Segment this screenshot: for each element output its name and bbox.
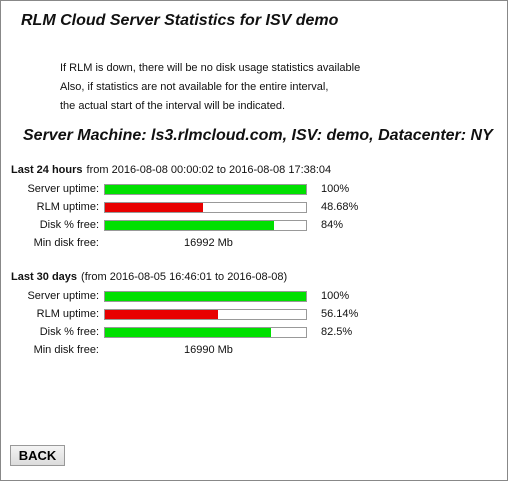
- value-label: 84%: [321, 219, 344, 231]
- row-label: Server uptime:: [27, 183, 99, 195]
- value-label: 56.14%: [321, 308, 359, 320]
- bar-fill: [105, 221, 274, 230]
- back-button[interactable]: BACK: [10, 445, 65, 466]
- row-label: RLM uptime:: [36, 201, 99, 213]
- min-disk-value: 16990 Mb: [184, 344, 233, 356]
- bar-track: [104, 291, 307, 302]
- value-label: 100%: [321, 290, 350, 302]
- period-heading: Last 30 days (from 2016-08-05 16:46:01 to…: [11, 271, 287, 283]
- bar-track: [104, 184, 307, 195]
- period-title: Last 24 hours: [11, 164, 83, 176]
- row-label: RLM uptime:: [36, 308, 99, 320]
- period-heading: Last 24 hours from 2016-08-08 00:00:02 to…: [11, 164, 331, 176]
- min-disk-label: Min disk free:: [33, 237, 99, 249]
- period-range: (from 2016-08-05 16:46:01 to 2016-08-08): [81, 271, 288, 283]
- min-disk-label: Min disk free:: [33, 344, 99, 356]
- title: RLM Cloud Server Statistics for ISV demo: [21, 12, 339, 29]
- server-heading: Server Machine: ls3.rlmcloud.com, ISV: d…: [23, 127, 493, 144]
- min-disk-value: 16992 Mb: [184, 237, 233, 249]
- bar-fill: [105, 292, 306, 301]
- note: Also, if statistics are not available fo…: [60, 81, 329, 93]
- bar-track: [104, 202, 307, 213]
- note: the actual start of the interval will be…: [60, 100, 286, 112]
- bar-fill: [105, 203, 203, 212]
- value-label: 82.5%: [321, 326, 353, 338]
- value-label: 48.68%: [321, 201, 359, 213]
- bar-track: [104, 220, 307, 231]
- period-range: from 2016-08-08 00:00:02 to 2016-08-08 1…: [86, 164, 332, 176]
- row-label: Disk % free:: [39, 326, 99, 338]
- bar-track: [104, 327, 307, 338]
- row-label: Disk % free:: [39, 219, 99, 231]
- period-title: Last 30 days: [11, 271, 78, 283]
- bar-fill: [105, 310, 218, 319]
- note: If RLM is down, there will be no disk us…: [60, 62, 361, 74]
- bar-fill: [105, 328, 271, 337]
- value-label: 100%: [321, 183, 350, 195]
- row-label: Server uptime:: [27, 290, 99, 302]
- bar-track: [104, 309, 307, 320]
- bar-fill: [105, 185, 306, 194]
